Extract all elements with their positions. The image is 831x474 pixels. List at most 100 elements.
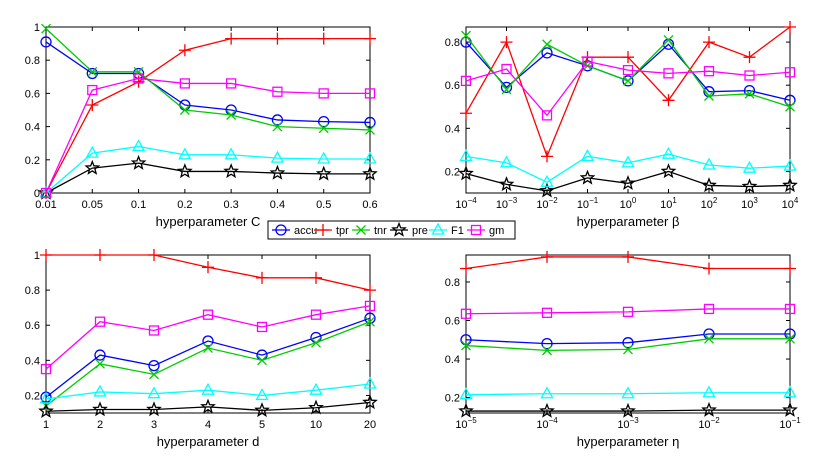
data-point-gm xyxy=(364,88,376,99)
data-point-accu xyxy=(622,75,634,87)
data-point-pre xyxy=(223,163,240,179)
y-tick-label: 0.2 xyxy=(25,155,40,167)
y-tick-label: 0.6 xyxy=(25,320,40,332)
data-point-F1 xyxy=(702,385,716,398)
y-tick-label: 0.4 xyxy=(445,123,460,135)
series-F1 xyxy=(39,376,377,404)
data-point-pre xyxy=(701,177,717,193)
series-line-tpr xyxy=(45,37,370,194)
series-line-gm xyxy=(45,305,371,370)
series-pre xyxy=(458,163,798,198)
series-line-accu xyxy=(45,317,371,398)
data-point-tnr xyxy=(365,316,375,327)
y-tick-label: 0.4 xyxy=(25,122,40,134)
x-tick-label: 10−4 xyxy=(455,196,477,211)
data-point-gm xyxy=(703,66,715,77)
x-tick-label: 10 xyxy=(310,419,322,431)
x-tick-label: 0.4 xyxy=(270,199,285,211)
data-point-tpr xyxy=(500,36,513,49)
chart-panel-1: 0.01 0.05 0.1 0.2 0.3 0.4 0.5 0.6 0 0.2 0.4 0.6 0.8 1… xyxy=(25,22,378,229)
data-point-tpr xyxy=(703,262,715,275)
x-tick-label: 10−2 xyxy=(698,416,720,431)
data-point-pre xyxy=(539,402,555,418)
data-point-tnr xyxy=(785,101,795,112)
data-point-pre xyxy=(741,178,758,194)
data-point-gm xyxy=(310,309,322,320)
legend-marker-accu xyxy=(275,224,287,236)
series-tnr xyxy=(41,23,375,135)
legend-marker-gm xyxy=(470,224,482,236)
data-point-pre xyxy=(579,169,596,185)
data-point-gm xyxy=(256,321,268,333)
legend-label: gm xyxy=(489,225,504,237)
data-point-tpr xyxy=(364,32,376,45)
data-point-F1 xyxy=(255,388,269,401)
data-point-gm xyxy=(272,86,283,97)
data-point-gm xyxy=(663,68,674,79)
legend-label: tpr xyxy=(336,225,349,237)
data-point-F1 xyxy=(459,387,473,400)
series-tpr xyxy=(460,250,796,275)
data-point-gm xyxy=(364,300,376,312)
y-tick-label: 0.8 xyxy=(25,285,40,297)
data-point-pre xyxy=(130,154,147,170)
legend-entry-accu: accu xyxy=(272,224,317,237)
x-tick-label: 10−5 xyxy=(455,416,477,431)
x-axis-title: hyperparameter d xyxy=(157,434,260,449)
data-point-accu xyxy=(40,36,52,48)
data-point-tnr xyxy=(133,66,144,77)
data-point-tpr xyxy=(94,249,106,261)
series-accu xyxy=(40,36,376,129)
data-point-tpr xyxy=(784,262,796,275)
data-point-tnr xyxy=(704,333,714,344)
data-point-tpr xyxy=(86,99,99,112)
x-tick-label: 1 xyxy=(43,419,49,431)
series-line-pre xyxy=(465,170,791,192)
series-line-pre xyxy=(466,409,790,412)
data-point-accu xyxy=(94,349,106,361)
y-tick-label: 0.6 xyxy=(445,316,460,328)
data-point-gm xyxy=(133,73,144,84)
series-line-accu xyxy=(465,41,791,101)
x-axis-title: hyperparameter C xyxy=(156,214,261,229)
data-point-accu xyxy=(148,359,160,372)
series-line-tpr xyxy=(465,26,791,159)
legend-entry-pre: pre xyxy=(390,221,428,237)
data-point-F1 xyxy=(224,147,238,160)
x-tick-label: 10−2 xyxy=(536,196,558,211)
data-point-tnr xyxy=(226,110,237,120)
data-point-gm xyxy=(94,316,106,327)
series-tpr xyxy=(40,249,376,297)
series-gm xyxy=(460,303,796,319)
data-point-gm xyxy=(40,187,52,199)
series-tpr xyxy=(460,21,796,163)
series-tnr xyxy=(461,333,795,356)
data-point-tnr xyxy=(318,123,329,134)
data-point-tpr xyxy=(225,32,238,45)
x-tick-label: 0.01 xyxy=(35,199,56,211)
data-point-pre xyxy=(84,159,101,175)
series-line-accu xyxy=(465,333,790,345)
data-point-pre xyxy=(146,401,162,417)
data-point-tpr xyxy=(271,32,284,45)
x-axis-title: hyperparameter η xyxy=(577,434,680,449)
data-point-pre xyxy=(362,394,378,410)
data-point-tnr xyxy=(461,30,471,41)
data-point-gm xyxy=(622,306,634,317)
series-F1 xyxy=(39,139,377,198)
data-point-gm xyxy=(87,84,98,96)
legend-marker-tpr xyxy=(317,224,329,236)
data-point-gm xyxy=(202,309,214,320)
series-line-gm xyxy=(465,308,790,315)
x-tick-label: 0.05 xyxy=(82,199,103,211)
data-point-F1 xyxy=(499,155,514,168)
data-point-tpr xyxy=(460,262,472,275)
data-point-pre xyxy=(362,165,378,181)
x-tick-label: 10−1 xyxy=(779,416,801,431)
data-point-tpr xyxy=(662,94,675,107)
data-point-gm xyxy=(501,63,512,75)
legend-marker-tnr xyxy=(356,225,366,235)
series-line-tnr xyxy=(45,28,371,131)
x-tick-label: 0.5 xyxy=(316,199,331,211)
data-point-accu xyxy=(622,337,634,349)
